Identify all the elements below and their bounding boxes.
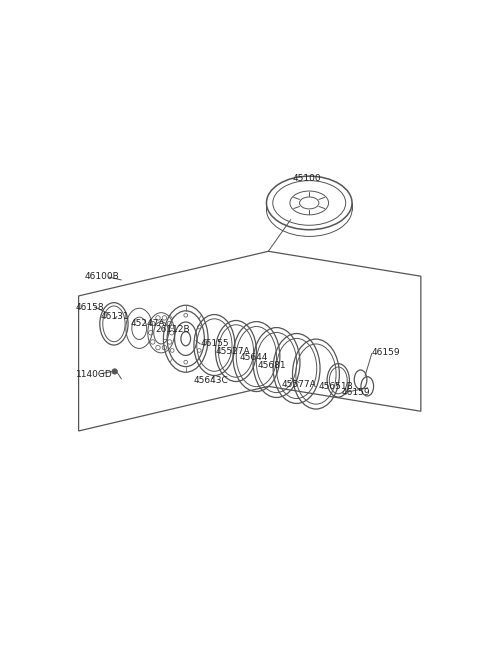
Text: 45681: 45681: [258, 361, 287, 370]
Text: 46159: 46159: [341, 388, 370, 397]
Text: 45247A: 45247A: [131, 319, 165, 329]
Text: 45577A: 45577A: [281, 380, 316, 389]
Text: 45644: 45644: [240, 353, 268, 362]
Text: 46155: 46155: [201, 338, 229, 348]
Text: 45527A: 45527A: [216, 347, 250, 356]
Text: 46131: 46131: [100, 312, 129, 321]
Text: 46158: 46158: [76, 302, 104, 312]
Text: 46159: 46159: [372, 348, 400, 358]
Text: 45643C: 45643C: [193, 376, 228, 385]
Text: 1140GD: 1140GD: [76, 369, 112, 379]
Text: 45100: 45100: [292, 174, 321, 183]
Text: 45651B: 45651B: [318, 382, 353, 391]
Text: 46100B: 46100B: [84, 272, 119, 281]
Text: 26112B: 26112B: [155, 325, 190, 335]
Ellipse shape: [112, 369, 117, 374]
